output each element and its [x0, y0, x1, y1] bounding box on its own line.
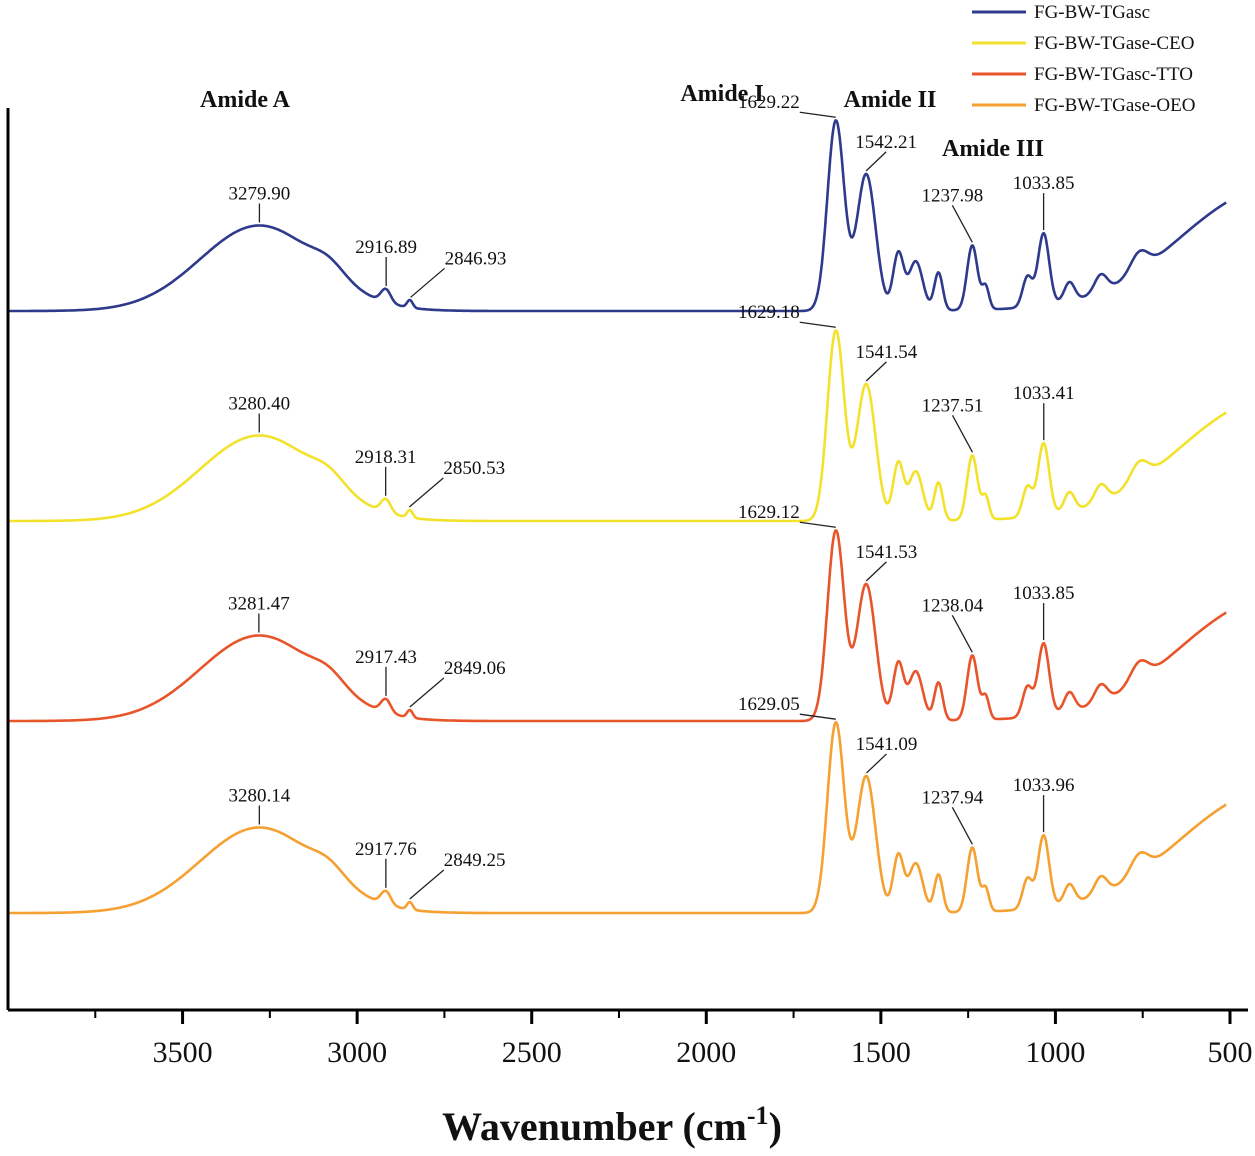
peak-label: 3279.90	[229, 183, 291, 204]
peak-label: 2849.25	[444, 850, 506, 871]
peak-leader	[865, 151, 887, 172]
legend-label: FG-BW-TGase-CEO	[1034, 33, 1194, 54]
series-line-1	[7, 329, 1227, 523]
x-tick-label: 3500	[153, 1036, 213, 1069]
peak-label: 1541.53	[855, 542, 917, 563]
peak-leader	[865, 361, 887, 382]
peak-label: 1033.41	[1013, 383, 1075, 404]
peak-label: 2846.93	[445, 248, 507, 269]
series-line-0	[7, 119, 1227, 313]
peak-label: 1541.09	[856, 734, 918, 755]
peak-label: 1033.96	[1013, 775, 1075, 796]
peak-leader	[409, 869, 445, 900]
x-tick-label: 3000	[327, 1036, 387, 1069]
peak-leader	[799, 321, 836, 328]
x-axis-title: Wavenumber (cm-1)	[442, 1101, 782, 1149]
peak-label: 1629.18	[738, 302, 800, 323]
peak-label: 1238.04	[921, 595, 983, 616]
peak-label: 3281.47	[228, 594, 290, 615]
peak-leader	[951, 415, 974, 453]
peak-label: 1629.22	[738, 92, 800, 113]
peak-label: 1542.21	[855, 132, 917, 153]
peak-label: 1237.94	[921, 787, 983, 808]
peak-leader	[951, 205, 973, 243]
region-label: Amide III	[942, 136, 1044, 162]
peak-leader	[951, 615, 973, 653]
x-tick-label: 500	[1208, 1036, 1253, 1069]
peak-leader	[409, 677, 445, 708]
peak-label: 3280.40	[228, 393, 290, 414]
peak-label: 1237.51	[922, 395, 984, 416]
peak-label: 2850.53	[443, 458, 505, 479]
x-tick-label: 2500	[502, 1036, 562, 1069]
series-layer	[7, 119, 1227, 915]
x-tick-label: 1500	[851, 1036, 911, 1069]
peak-leader	[865, 561, 887, 582]
peak-label: 2917.43	[355, 647, 417, 668]
peak-label: 1629.12	[738, 502, 800, 523]
region-label: Amide I	[680, 81, 763, 107]
axis-layer: 3500 3000 2500 2000 1500 1000 500	[6, 108, 1253, 1069]
peak-label: 2918.31	[355, 447, 417, 468]
region-label: Amide A	[200, 87, 291, 113]
series-line-2	[7, 529, 1227, 723]
annotation-layer: 3279.90 2916.89 2846.93 1629.22 1542.21 1237.…	[200, 81, 1075, 900]
peak-leader	[410, 267, 446, 298]
peak-label: 2849.06	[444, 658, 506, 679]
region-label: Amide II	[844, 87, 937, 113]
peak-leader	[799, 713, 836, 720]
peak-label: 3280.14	[228, 785, 290, 806]
peak-label: 1033.85	[1013, 583, 1075, 604]
legend-label: FG-BW-TGasc	[1034, 2, 1150, 23]
series-line-3	[7, 721, 1227, 915]
legend-label: FG-BW-TGasc-TTO	[1034, 64, 1193, 85]
peak-label: 2917.76	[355, 839, 417, 860]
peak-label: 2916.89	[355, 237, 417, 258]
x-tick-label: 2000	[676, 1036, 736, 1069]
peak-leader	[866, 753, 887, 774]
x-tick-label: 1000	[1025, 1036, 1085, 1069]
peak-leader	[799, 111, 836, 118]
peak-leader	[799, 521, 836, 528]
peak-label: 1237.98	[921, 185, 983, 206]
peak-label: 1033.85	[1013, 173, 1075, 194]
peak-label: 1629.05	[738, 694, 800, 715]
legend-label: FG-BW-TGase-OEO	[1034, 95, 1195, 116]
legend: FG-BW-TGasc FG-BW-TGase-CEO FG-BW-TGasc-TT…	[972, 2, 1195, 116]
peak-leader	[408, 477, 444, 508]
peak-leader	[951, 807, 973, 845]
peak-label: 1541.54	[855, 342, 917, 363]
